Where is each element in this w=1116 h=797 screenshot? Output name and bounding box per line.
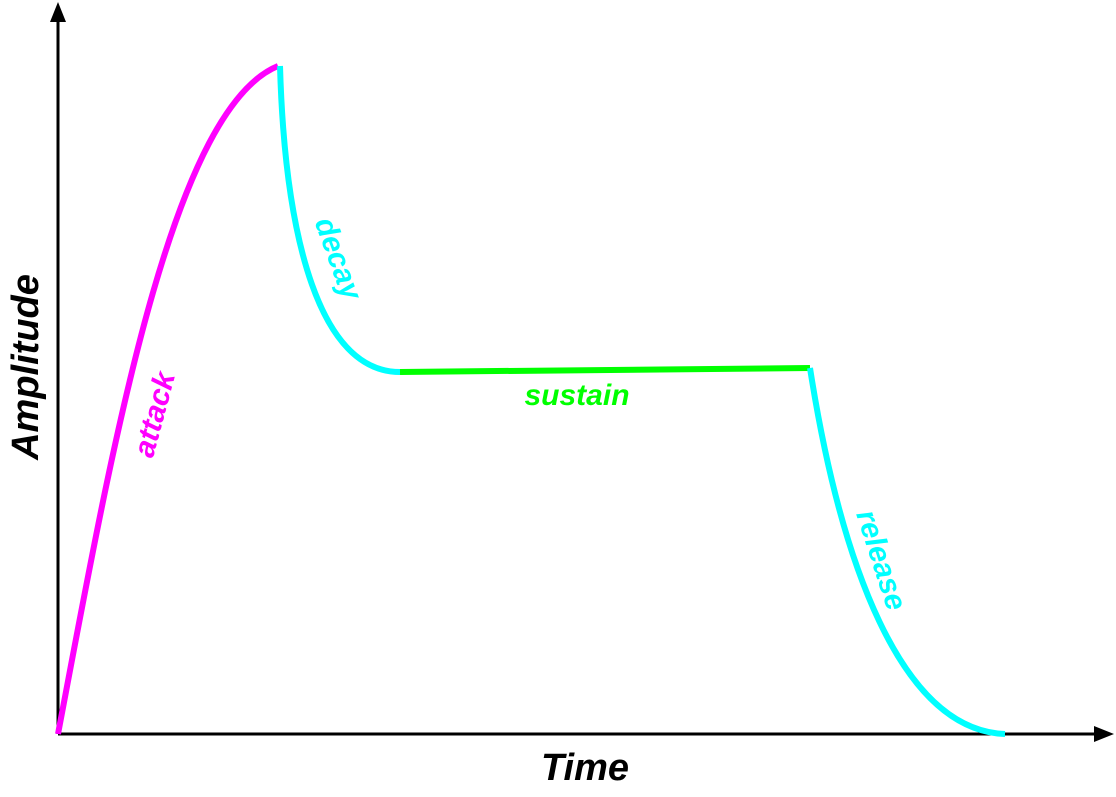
attack-label: attack (128, 367, 183, 461)
sustain-segment (399, 365, 811, 375)
y-axis-arrow-icon (50, 2, 66, 22)
decay-segment (277, 65, 401, 375)
sustain-label: sustain (524, 379, 629, 412)
x-axis-arrow-icon (1094, 726, 1114, 742)
attack-segment (55, 63, 280, 735)
axes (50, 2, 1114, 742)
y-axis-label: Amplitude (5, 274, 47, 461)
x-axis-label: Time (541, 747, 629, 789)
envelope-curve (55, 63, 1006, 737)
release-label: release (849, 506, 912, 615)
release-segment (807, 367, 1006, 737)
